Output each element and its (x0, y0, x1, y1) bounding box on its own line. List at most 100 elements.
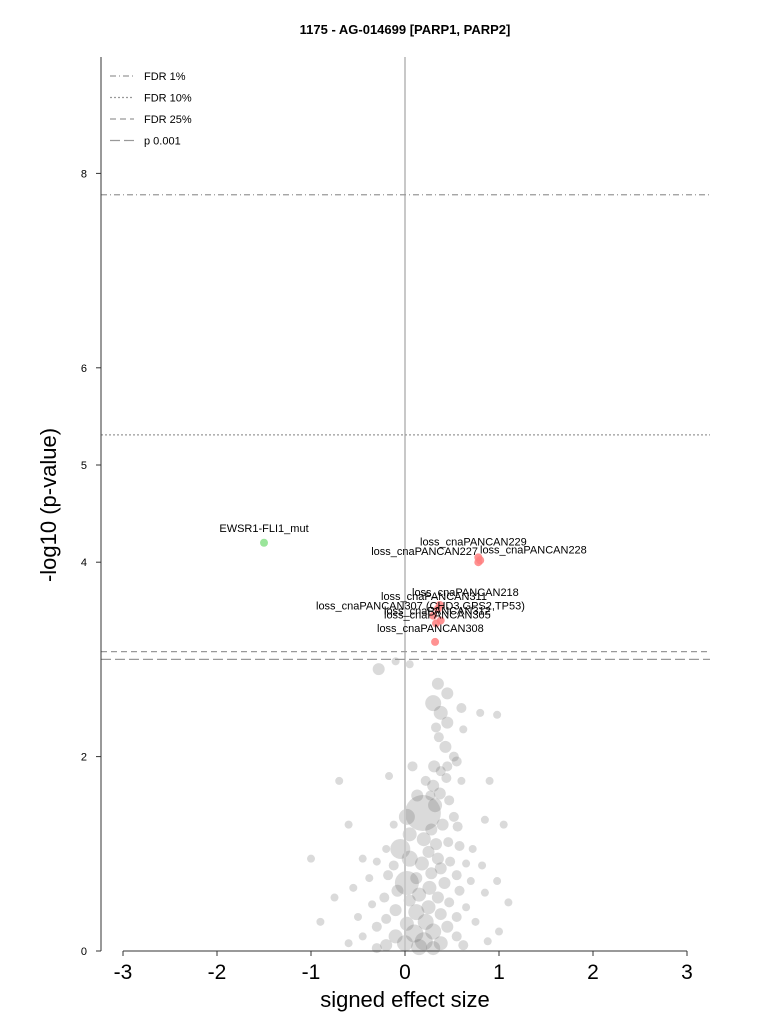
data-point (389, 820, 398, 829)
data-point (383, 870, 394, 881)
data-point (385, 772, 394, 781)
data-point (435, 766, 446, 777)
highlighted-point (431, 637, 440, 646)
point-label: loss_cnaPANCAN308 (377, 623, 484, 635)
data-point (433, 732, 444, 743)
data-point (391, 657, 400, 666)
legend-label: FDR 25% (144, 114, 192, 126)
data-point (436, 818, 449, 831)
data-point (462, 903, 471, 912)
point-label: loss_cnaPANCAN307 (CHD3,GPS2,TP53) (316, 601, 525, 613)
y-ticks: 0 2 4 5 6 8 (81, 168, 101, 958)
point-label: EWSR1-FLI1_mut (219, 523, 308, 535)
data-point (368, 900, 377, 909)
data-point (434, 908, 447, 921)
data-point (427, 779, 440, 792)
data-point (404, 794, 441, 831)
data-point (454, 841, 465, 852)
data-point (414, 856, 429, 871)
point-label: loss_cnaPANCAN312 (384, 606, 491, 618)
data-point (372, 663, 385, 676)
data-point (441, 772, 452, 783)
point-label: loss_cnaPANCAN311 (381, 591, 487, 603)
data-point (371, 921, 382, 932)
data-point (422, 880, 437, 895)
data-point (480, 815, 489, 824)
data-point (307, 854, 315, 863)
data-point (443, 837, 454, 848)
x-tick-label: 1 (493, 961, 505, 984)
highlighted-point (429, 611, 438, 620)
data-point (388, 929, 403, 944)
data-point (391, 884, 404, 897)
data-point (466, 877, 475, 886)
data-point (417, 913, 434, 930)
data-point (454, 885, 465, 896)
data-point (441, 687, 454, 700)
data-point (354, 912, 362, 921)
data-point (425, 823, 438, 836)
data-point (420, 775, 431, 786)
data-point (408, 904, 425, 921)
data-point (431, 891, 444, 904)
point-label: loss_cnaPANCAN227 (371, 546, 478, 558)
data-point (485, 776, 494, 785)
data-point (442, 761, 453, 772)
data-point (451, 911, 462, 922)
threshold-lines (101, 194, 710, 661)
data-point (407, 761, 418, 772)
data-point (468, 844, 477, 853)
data-point (411, 789, 424, 802)
data-point (388, 860, 399, 871)
data-point (402, 827, 417, 842)
data-point (452, 821, 463, 832)
data-point (405, 924, 424, 943)
axes (100, 57, 687, 952)
data-point (504, 898, 513, 907)
data-point (371, 943, 382, 954)
data-point (495, 927, 503, 936)
data-point (358, 932, 367, 941)
point-label: loss_cnaPANCAN228 (480, 544, 587, 556)
data-point (403, 894, 416, 907)
data-point (499, 820, 508, 829)
legend-label: p 0.001 (144, 136, 181, 148)
data-point (480, 888, 489, 897)
data-point (471, 917, 480, 926)
x-tick-label: 2 (587, 961, 599, 984)
legend: FDR 1% FDR 10% FDR 25% p 0.001 (110, 71, 192, 148)
data-point (422, 845, 435, 858)
data-point (483, 937, 492, 946)
y-tick-label: 0 (81, 946, 87, 958)
data-point (425, 790, 436, 801)
data-point (430, 838, 443, 851)
y-tick-label: 5 (81, 460, 87, 472)
data-point (445, 856, 456, 867)
data-point (330, 893, 339, 902)
data-point (456, 703, 467, 713)
data-point (431, 722, 442, 733)
highlighted-point (432, 619, 441, 628)
data-point (372, 857, 381, 866)
data-point (439, 740, 452, 753)
data-point (431, 852, 444, 865)
data-point (335, 776, 344, 785)
point-annotations: EWSR1-FLI1_mutloss_cnaPANCAN229loss_cnaP… (219, 523, 586, 635)
data-point (389, 904, 402, 917)
highlighted-point (260, 538, 268, 547)
data-point (448, 751, 459, 762)
data-point (451, 870, 462, 881)
data-point (458, 940, 469, 951)
data-point (412, 887, 427, 902)
point-label: loss_cnaPANCAN229 (420, 536, 527, 548)
data-point (344, 820, 353, 829)
background-points (307, 657, 513, 956)
highlighted-point (433, 604, 442, 613)
data-point (451, 756, 462, 767)
data-point (451, 931, 462, 942)
data-point (379, 892, 390, 903)
data-point (441, 920, 454, 933)
data-point (425, 867, 438, 880)
data-point (365, 874, 374, 883)
